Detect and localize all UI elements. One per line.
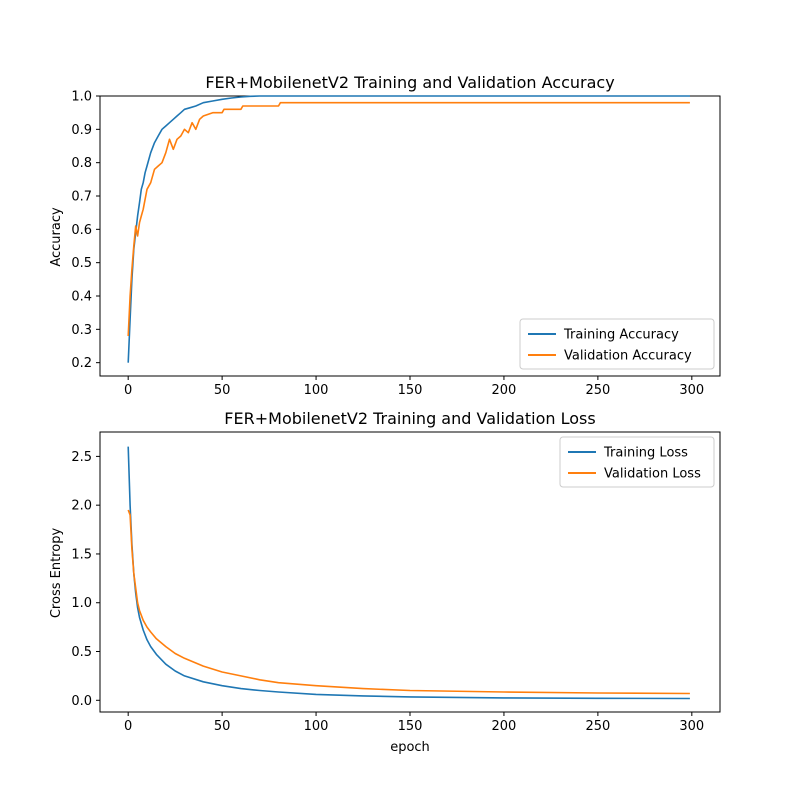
loss-y-tick-label: 2.5 (71, 450, 92, 465)
loss-legend-box (559, 436, 715, 488)
loss-x-tick-label: 200 (492, 719, 517, 734)
accuracy-y-axis-label: Accuracy (49, 207, 64, 267)
accuracy-y-tick-label: 0.7 (71, 190, 92, 205)
loss-x-tick-label: 0 (124, 719, 132, 734)
accuracy-x-tick-label: 150 (398, 383, 423, 398)
accuracy-y-tick-label: 0.5 (71, 256, 92, 271)
accuracy-y-tick-label: 0.9 (71, 123, 92, 138)
accuracy-x-tick-label: 200 (492, 383, 517, 398)
loss-x-axis-label: epoch (390, 740, 430, 755)
loss-x-tick-label: 50 (214, 719, 231, 734)
accuracy-plot-area: 0 50 100 150 200 250 300 0.2 0.3 0.4 0.5 0.6 0.7 0.8 0… (71, 90, 721, 398)
loss-x-tick-label: 100 (304, 719, 329, 734)
accuracy-x-tick-label: 100 (304, 383, 329, 398)
accuracy-legend-label: Training Accuracy (563, 328, 679, 343)
accuracy-y-tick-label: 0.6 (71, 223, 92, 238)
loss-legend: Training Loss Validation Loss (559, 436, 715, 488)
loss-x-tick-label: 250 (585, 719, 610, 734)
loss-chart-title: FER+MobilenetV2 Training and Validation … (224, 409, 595, 428)
accuracy-y-tick-label: 0.4 (71, 290, 92, 305)
accuracy-x-tick-label: 250 (585, 383, 610, 398)
accuracy-series-line-training (127, 95, 690, 363)
loss-legend-label: Validation Loss (604, 467, 701, 482)
accuracy-y-tick-label: 0.3 (71, 323, 92, 338)
loss-plot-area: 0 50 100 150 200 250 300 0.0 0.5 1.0 1.5 2.0 2.5 Trai… (71, 431, 721, 734)
accuracy-y-tick-label: 1.0 (71, 90, 92, 105)
accuracy-y-tick-label: 0.8 (71, 156, 92, 171)
accuracy-x-tick-label: 0 (124, 383, 132, 398)
accuracy-x-tick-label: 50 (214, 383, 231, 398)
loss-chart: FER+MobilenetV2 Training and Validation … (49, 409, 721, 755)
loss-y-tick-label: 1.5 (71, 547, 92, 562)
accuracy-series-line-validation (127, 101, 690, 337)
loss-legend-label: Training Loss (603, 446, 688, 461)
loss-y-tick-label: 1.0 (71, 596, 92, 611)
accuracy-chart-title: FER+MobilenetV2 Training and Validation … (205, 73, 614, 92)
loss-series-line-validation (127, 509, 690, 695)
accuracy-chart: FER+MobilenetV2 Training and Validation … (49, 73, 721, 398)
loss-y-tick-label: 2.0 (71, 499, 92, 514)
loss-y-tick-label: 0.0 (71, 694, 92, 709)
loss-y-axis-label: Cross Entropy (49, 528, 64, 619)
accuracy-legend: Training Accuracy Validation Accuracy (519, 318, 715, 370)
accuracy-y-tick-label: 0.2 (71, 356, 92, 371)
loss-x-tick-label: 150 (398, 719, 423, 734)
loss-y-tick-label: 0.5 (71, 645, 92, 660)
accuracy-legend-box (519, 318, 715, 370)
accuracy-x-tick-label: 300 (679, 383, 704, 398)
accuracy-legend-label: Validation Accuracy (564, 349, 692, 364)
loss-x-tick-label: 300 (679, 719, 704, 734)
